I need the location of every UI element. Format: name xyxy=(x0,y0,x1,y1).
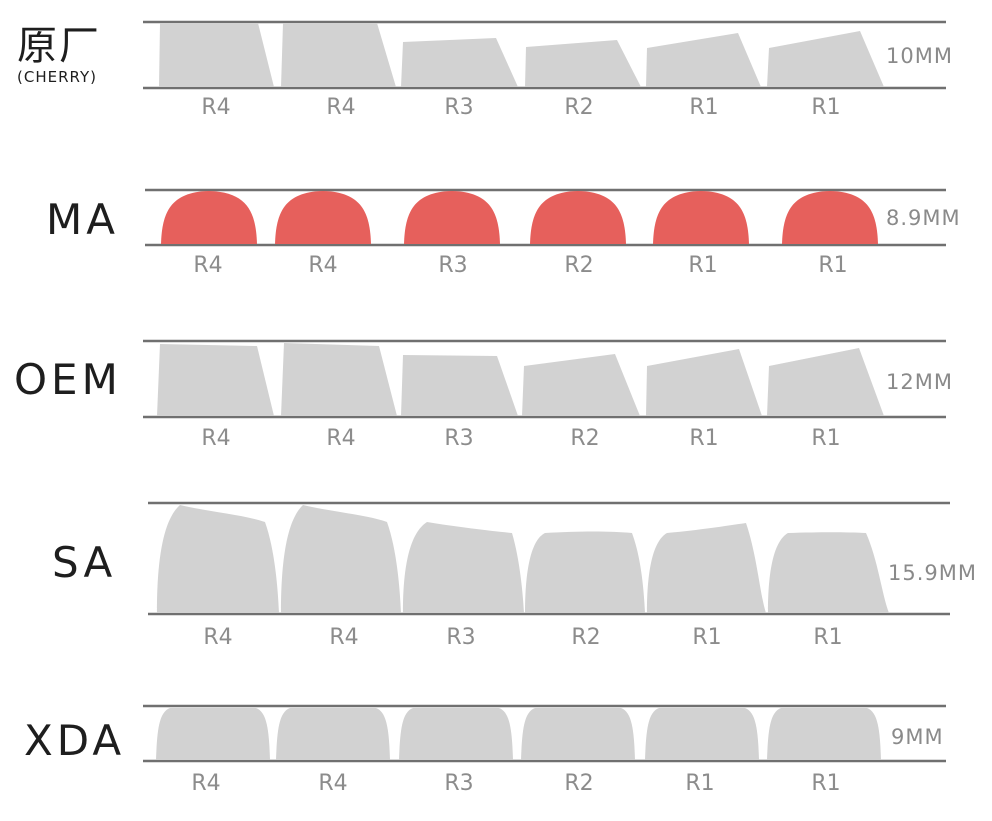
profile-name-ma: MA xyxy=(46,195,119,244)
row-tag: R1 xyxy=(818,253,848,278)
height-label-sa: 15.9MM xyxy=(888,561,977,585)
keycap-xda-r1-1 xyxy=(645,708,759,760)
keycap-oem-r1-2 xyxy=(767,348,884,416)
row-tag: R1 xyxy=(692,625,722,650)
profile-name-cherry: 原厂 xyxy=(17,23,101,69)
keycap-ma-r1-1 xyxy=(653,191,749,244)
height-label-xda: 9MM xyxy=(891,725,944,749)
keycap-oem-r1-1 xyxy=(646,349,762,416)
keycap-xda-r1-2 xyxy=(767,708,881,760)
keycap-sa-r4-2 xyxy=(281,505,401,613)
row-tag: R1 xyxy=(685,771,715,796)
keycap-cherry-r1-1 xyxy=(646,33,761,87)
keycap-sa-r2 xyxy=(525,531,645,613)
height-label-oem: 12MM xyxy=(886,370,953,394)
profile-name-oem: OEM xyxy=(14,355,122,404)
keycap-ma-r4-1 xyxy=(161,191,257,244)
row-tag: R1 xyxy=(811,771,841,796)
keycap-oem-r4-1 xyxy=(157,344,274,416)
row-tag: R3 xyxy=(446,625,476,650)
keycap-sa-r4-1 xyxy=(157,505,279,613)
keycap-xda-r4-1 xyxy=(156,708,270,760)
row-tag: R4 xyxy=(326,426,356,451)
keycap-oem-r4-2 xyxy=(281,343,397,416)
row-tag: R1 xyxy=(688,253,718,278)
keycap-sa-r1-1 xyxy=(647,523,766,613)
height-label-ma: 8.9MM xyxy=(886,206,961,230)
row-tag: R2 xyxy=(564,771,594,796)
keycap-xda-r3 xyxy=(399,708,513,760)
row-tag: R4 xyxy=(203,625,233,650)
keycap-xda-r4-2 xyxy=(276,708,390,760)
ma-keycaps xyxy=(161,191,878,244)
row-tag: R1 xyxy=(811,95,841,120)
row-tag: R4 xyxy=(191,771,221,796)
row-tag: R2 xyxy=(564,95,594,120)
cherry-keycaps xyxy=(159,23,884,87)
xda-keycaps xyxy=(156,708,881,760)
row-tag: R1 xyxy=(689,426,719,451)
row-tag: R2 xyxy=(564,253,594,278)
row-tag: R1 xyxy=(689,95,719,120)
keycap-ma-r1-2 xyxy=(782,191,878,244)
profile-name-sa: SA xyxy=(52,538,117,587)
row-tag: R3 xyxy=(444,771,474,796)
row-tag: R4 xyxy=(308,253,338,278)
row-tag: R4 xyxy=(329,625,359,650)
guide-lines xyxy=(143,20,950,763)
keycap-cherry-r4-1 xyxy=(159,23,274,87)
keycap-cherry-r3 xyxy=(401,38,518,87)
keycap-oem-r2 xyxy=(522,354,640,416)
row-tag: R4 xyxy=(318,771,348,796)
row-tag: R3 xyxy=(444,95,474,120)
keycap-sa-r3 xyxy=(403,522,524,613)
keycap-xda-r2 xyxy=(521,708,635,760)
row-tag: R2 xyxy=(571,625,601,650)
profile-name-xda: XDA xyxy=(24,716,126,765)
row-tag: R3 xyxy=(438,253,468,278)
sa-keycaps xyxy=(157,505,889,613)
row-tag: R4 xyxy=(201,426,231,451)
row-tag: R4 xyxy=(201,95,231,120)
oem-keycaps xyxy=(157,343,884,416)
row-tag: R4 xyxy=(193,253,223,278)
profile-subtitle-cherry: (CHERRY) xyxy=(17,68,97,86)
keycap-cherry-r2 xyxy=(525,40,641,87)
row-tag: R4 xyxy=(326,95,356,120)
keycap-cherry-r4-2 xyxy=(281,23,396,87)
row-tag: R2 xyxy=(570,426,600,451)
keycap-ma-r2 xyxy=(530,191,626,244)
keycap-cherry-r1-2 xyxy=(767,31,884,87)
row-tag: R1 xyxy=(811,426,841,451)
keycap-oem-r3 xyxy=(401,355,518,416)
keycap-ma-r4-2 xyxy=(275,191,371,244)
row-tag: R3 xyxy=(444,426,474,451)
keycap-ma-r3 xyxy=(404,191,500,244)
row-tag: R1 xyxy=(813,625,843,650)
keycap-sa-r1-2 xyxy=(768,532,889,613)
height-label-cherry: 10MM xyxy=(886,44,953,68)
